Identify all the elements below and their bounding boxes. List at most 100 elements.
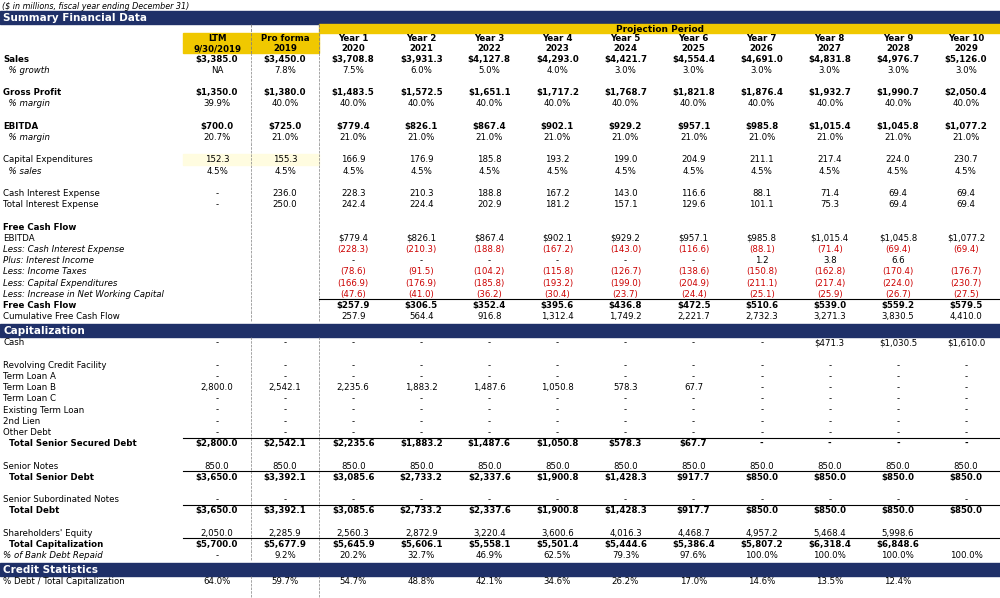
Text: $902.1: $902.1 bbox=[541, 122, 574, 131]
Text: Year 1: Year 1 bbox=[338, 34, 368, 43]
Text: 4.5%: 4.5% bbox=[887, 167, 909, 176]
Text: 850.0: 850.0 bbox=[477, 462, 502, 471]
Text: Year 5: Year 5 bbox=[610, 34, 641, 43]
Text: $1,610.0: $1,610.0 bbox=[947, 338, 985, 347]
Text: Credit Statistics: Credit Statistics bbox=[3, 565, 98, 575]
Text: 40.0%: 40.0% bbox=[408, 99, 435, 108]
Bar bbox=[183, 33, 251, 43]
Text: 21.0%: 21.0% bbox=[612, 133, 639, 142]
Text: -: - bbox=[488, 405, 491, 414]
Text: 69.4: 69.4 bbox=[956, 189, 975, 198]
Text: 2024: 2024 bbox=[614, 44, 638, 53]
Bar bbox=[183, 43, 251, 53]
Text: -: - bbox=[488, 395, 491, 404]
Text: Year 6: Year 6 bbox=[678, 34, 709, 43]
Text: -: - bbox=[420, 395, 423, 404]
Text: $4,421.7: $4,421.7 bbox=[604, 54, 647, 63]
Text: $779.4: $779.4 bbox=[336, 122, 370, 131]
Text: $1,428.3: $1,428.3 bbox=[604, 507, 647, 515]
Text: 97.6%: 97.6% bbox=[680, 551, 707, 560]
Bar bbox=[0, 11, 1000, 24]
Text: 9/30/2019: 9/30/2019 bbox=[193, 44, 241, 53]
Text: 13.5%: 13.5% bbox=[816, 578, 843, 587]
Text: 69.4: 69.4 bbox=[888, 189, 907, 198]
Text: -: - bbox=[352, 417, 355, 426]
Text: 2,732.3: 2,732.3 bbox=[745, 312, 778, 321]
Text: 2021: 2021 bbox=[409, 44, 433, 53]
Text: Cash Interest Expense: Cash Interest Expense bbox=[3, 189, 100, 198]
Text: Total Senior Secured Debt: Total Senior Secured Debt bbox=[3, 439, 137, 448]
Text: -: - bbox=[215, 200, 219, 209]
Text: 2,285.9: 2,285.9 bbox=[269, 529, 301, 538]
Text: Capitalization: Capitalization bbox=[3, 326, 85, 336]
Text: -: - bbox=[964, 428, 968, 437]
Text: 2,872.9: 2,872.9 bbox=[405, 529, 438, 538]
Text: (170.4): (170.4) bbox=[882, 267, 914, 276]
Text: -: - bbox=[828, 439, 832, 448]
Text: 2022: 2022 bbox=[477, 44, 501, 53]
Text: $850.0: $850.0 bbox=[745, 473, 778, 482]
Text: 42.1%: 42.1% bbox=[476, 578, 503, 587]
Text: -: - bbox=[828, 361, 831, 370]
Text: $579.5: $579.5 bbox=[949, 301, 983, 310]
Text: 69.4: 69.4 bbox=[956, 200, 975, 209]
Text: -: - bbox=[896, 405, 899, 414]
Text: $1,876.4: $1,876.4 bbox=[740, 88, 783, 97]
Text: -: - bbox=[352, 428, 355, 437]
Text: 40.0%: 40.0% bbox=[544, 99, 571, 108]
Text: (162.8): (162.8) bbox=[814, 267, 845, 276]
Text: $5,501.4: $5,501.4 bbox=[536, 540, 579, 549]
Text: 100.0%: 100.0% bbox=[881, 551, 914, 560]
Text: -: - bbox=[352, 395, 355, 404]
Text: 3.8: 3.8 bbox=[823, 256, 837, 265]
Text: Existing Term Loan: Existing Term Loan bbox=[3, 405, 84, 414]
Text: 21.0%: 21.0% bbox=[816, 133, 843, 142]
Text: Year 8: Year 8 bbox=[815, 34, 845, 43]
Text: 5,468.4: 5,468.4 bbox=[813, 529, 846, 538]
Text: 850.0: 850.0 bbox=[613, 462, 638, 471]
Text: $1,883.2: $1,883.2 bbox=[400, 439, 443, 448]
Text: (143.0): (143.0) bbox=[610, 245, 641, 254]
Text: 46.9%: 46.9% bbox=[476, 551, 503, 560]
Text: -: - bbox=[896, 495, 899, 504]
Bar bbox=[251, 33, 319, 43]
Text: Year 4: Year 4 bbox=[542, 34, 573, 43]
Bar bbox=[319, 24, 1000, 33]
Text: 850.0: 850.0 bbox=[273, 462, 297, 471]
Text: 54.7%: 54.7% bbox=[340, 578, 367, 587]
Text: (167.2): (167.2) bbox=[542, 245, 573, 254]
Text: (26.7): (26.7) bbox=[885, 290, 911, 299]
Text: -: - bbox=[215, 361, 219, 370]
Text: -: - bbox=[215, 417, 219, 426]
Text: -: - bbox=[488, 256, 491, 265]
Text: Other Debt: Other Debt bbox=[3, 428, 51, 437]
Text: -: - bbox=[215, 395, 219, 404]
Text: $4,831.8: $4,831.8 bbox=[808, 54, 851, 63]
Text: (228.3): (228.3) bbox=[338, 245, 369, 254]
Text: 129.6: 129.6 bbox=[681, 200, 706, 209]
Text: 88.1: 88.1 bbox=[752, 189, 771, 198]
Text: (36.2): (36.2) bbox=[477, 290, 502, 299]
Text: $3,392.1: $3,392.1 bbox=[264, 473, 306, 482]
Text: (104.2): (104.2) bbox=[474, 267, 505, 276]
Text: (193.2): (193.2) bbox=[542, 279, 573, 288]
Text: -: - bbox=[624, 405, 627, 414]
Text: -: - bbox=[284, 405, 287, 414]
Text: -: - bbox=[352, 338, 355, 347]
Text: $5,606.1: $5,606.1 bbox=[400, 540, 443, 549]
Text: 850.0: 850.0 bbox=[545, 462, 570, 471]
Text: 48.8%: 48.8% bbox=[408, 578, 435, 587]
Text: $1,350.0: $1,350.0 bbox=[196, 88, 238, 97]
Text: 20.2%: 20.2% bbox=[340, 551, 367, 560]
Text: $3,708.8: $3,708.8 bbox=[332, 54, 375, 63]
Text: $5,444.6: $5,444.6 bbox=[604, 540, 647, 549]
Text: $5,807.2: $5,807.2 bbox=[740, 540, 783, 549]
Text: 217.4: 217.4 bbox=[817, 155, 842, 164]
Text: 850.0: 850.0 bbox=[205, 462, 229, 471]
Text: $1,045.8: $1,045.8 bbox=[877, 122, 919, 131]
Text: $1,015.4: $1,015.4 bbox=[811, 234, 849, 243]
Text: 2,221.7: 2,221.7 bbox=[677, 312, 710, 321]
Text: -: - bbox=[352, 256, 355, 265]
Text: (27.5): (27.5) bbox=[953, 290, 979, 299]
Text: $1,380.0: $1,380.0 bbox=[264, 88, 306, 97]
